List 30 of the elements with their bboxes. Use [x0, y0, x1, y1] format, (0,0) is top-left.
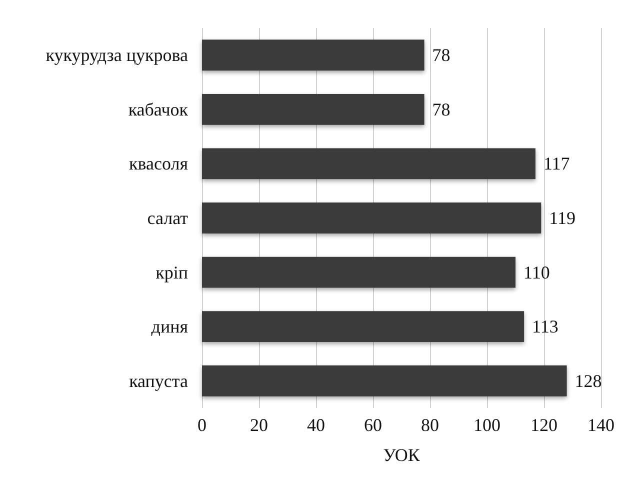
data-label: 119: [549, 208, 576, 228]
bar: [202, 365, 567, 396]
data-label: 113: [532, 316, 558, 337]
x-tick-label: 100: [474, 415, 500, 435]
bar: [202, 94, 424, 125]
bar: [202, 148, 536, 180]
y-tick-label: капуста: [129, 370, 188, 391]
data-label: 128: [574, 370, 602, 391]
x-tick-label: 0: [198, 415, 206, 435]
y-tick-label: квасоля: [128, 154, 188, 174]
y-tick-label: кукурудза цукрова: [46, 45, 188, 66]
x-axis-title: УОК: [383, 445, 421, 465]
bar: [202, 40, 424, 71]
x-tick-label: 60: [364, 415, 382, 435]
x-tick-label: 140: [588, 415, 614, 435]
y-tick-label: кабачок: [128, 99, 188, 120]
x-tick-label: 40: [307, 415, 325, 435]
bar: [202, 311, 524, 342]
bar: [202, 202, 542, 234]
y-tick-label: диня: [151, 316, 188, 337]
data-label: 117: [543, 154, 570, 174]
data-label: 110: [524, 262, 550, 282]
x-tick-label: 80: [421, 415, 439, 435]
y-tick-label: кріп: [156, 262, 188, 282]
data-label: 78: [432, 45, 450, 66]
y-tick-label: салат: [147, 208, 188, 228]
data-label: 78: [432, 99, 450, 120]
x-tick-label: 20: [250, 415, 268, 435]
x-tick-label: 120: [530, 415, 558, 435]
bar: [202, 256, 516, 288]
